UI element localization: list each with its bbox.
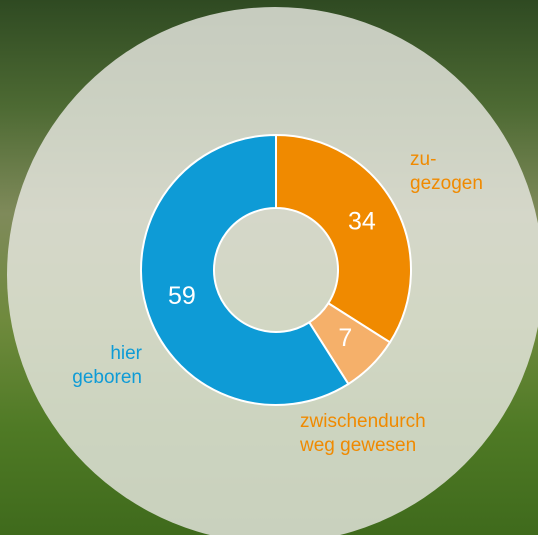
- donut-segment: [140, 133, 350, 406]
- backdrop-circle: [7, 7, 538, 535]
- category-label: zu- gezogen: [410, 149, 483, 194]
- value-label: 34: [348, 207, 376, 235]
- category-label: hier geboren: [72, 343, 142, 388]
- value-label: 7: [338, 324, 352, 352]
- donut-segment: [275, 133, 412, 344]
- value-label: 59: [168, 282, 196, 310]
- category-label: zwischendurch weg gewesen: [300, 411, 426, 456]
